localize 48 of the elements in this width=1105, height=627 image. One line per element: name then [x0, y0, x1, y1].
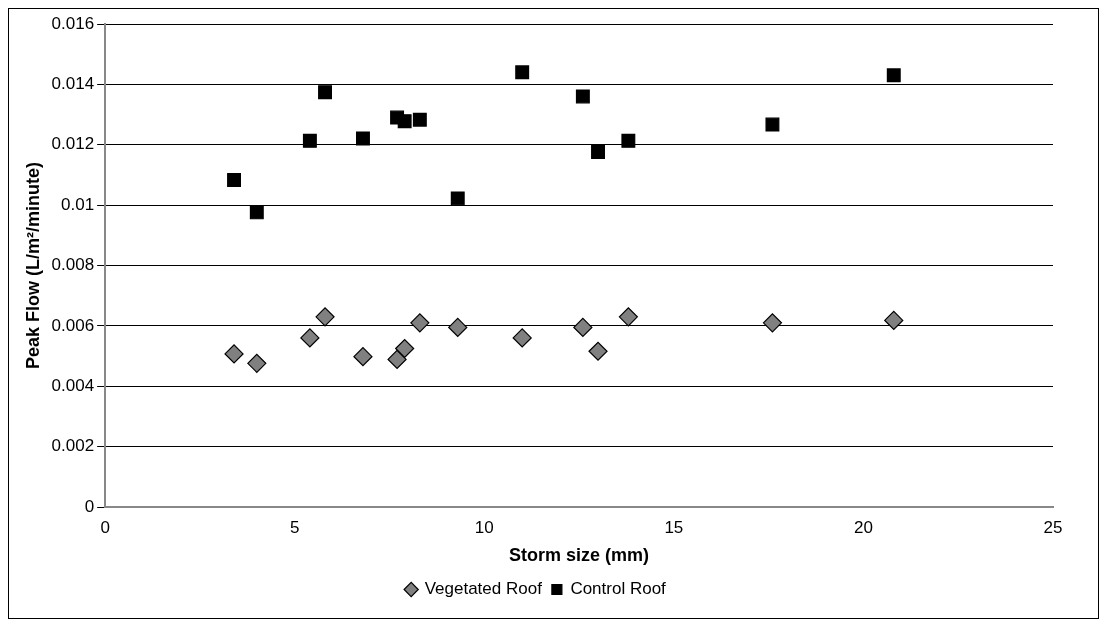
- x-tick-label: 15: [664, 517, 684, 537]
- point: [302, 133, 317, 148]
- x-tick-label: 5: [289, 517, 300, 537]
- y-tick-label: 0: [84, 496, 95, 516]
- y-tick-label: 0.004: [51, 375, 95, 395]
- point: [621, 133, 636, 148]
- x-tick-label: 0: [100, 517, 110, 537]
- point: [515, 65, 530, 80]
- y-tick-label: 0.008: [51, 255, 95, 275]
- point: [512, 328, 532, 348]
- point: [300, 328, 320, 348]
- y-axis-title: Peak Flow (L/m²/minute): [22, 161, 43, 370]
- point: [318, 85, 333, 100]
- point: [765, 117, 780, 132]
- point: [448, 317, 468, 337]
- point: [224, 344, 244, 364]
- point: [315, 307, 335, 327]
- y-tick-label: 0.012: [51, 134, 95, 154]
- point: [884, 310, 904, 331]
- x-tick-label: 25: [1043, 517, 1063, 537]
- y-tick-label: 0.01: [61, 194, 95, 214]
- point: [410, 313, 430, 333]
- y-tick-label: 0.006: [51, 315, 95, 335]
- point: [588, 341, 608, 361]
- point: [412, 112, 427, 127]
- point: [397, 114, 412, 129]
- x-axis-title: Storm size (mm): [509, 545, 650, 566]
- point: [387, 349, 407, 369]
- point: [762, 313, 783, 333]
- point: [353, 347, 373, 367]
- y-tick-label: 0.014: [51, 74, 95, 94]
- point: [249, 205, 264, 220]
- y-tick-label: 0.016: [51, 13, 95, 33]
- point: [395, 338, 415, 359]
- point: [618, 307, 638, 327]
- x-tick-label: 10: [474, 517, 494, 537]
- point: [575, 89, 590, 104]
- point: [886, 68, 901, 83]
- y-tick-label: 0.002: [51, 436, 95, 456]
- point: [591, 145, 605, 159]
- legend-label: Control Roof: [570, 579, 667, 599]
- point: [573, 317, 593, 337]
- legend-label: Vegetated Roof: [424, 579, 543, 599]
- x-tick-label: 20: [853, 517, 873, 537]
- point: [450, 191, 465, 206]
- point: [227, 173, 242, 188]
- point: [247, 353, 267, 373]
- point: [356, 131, 370, 146]
